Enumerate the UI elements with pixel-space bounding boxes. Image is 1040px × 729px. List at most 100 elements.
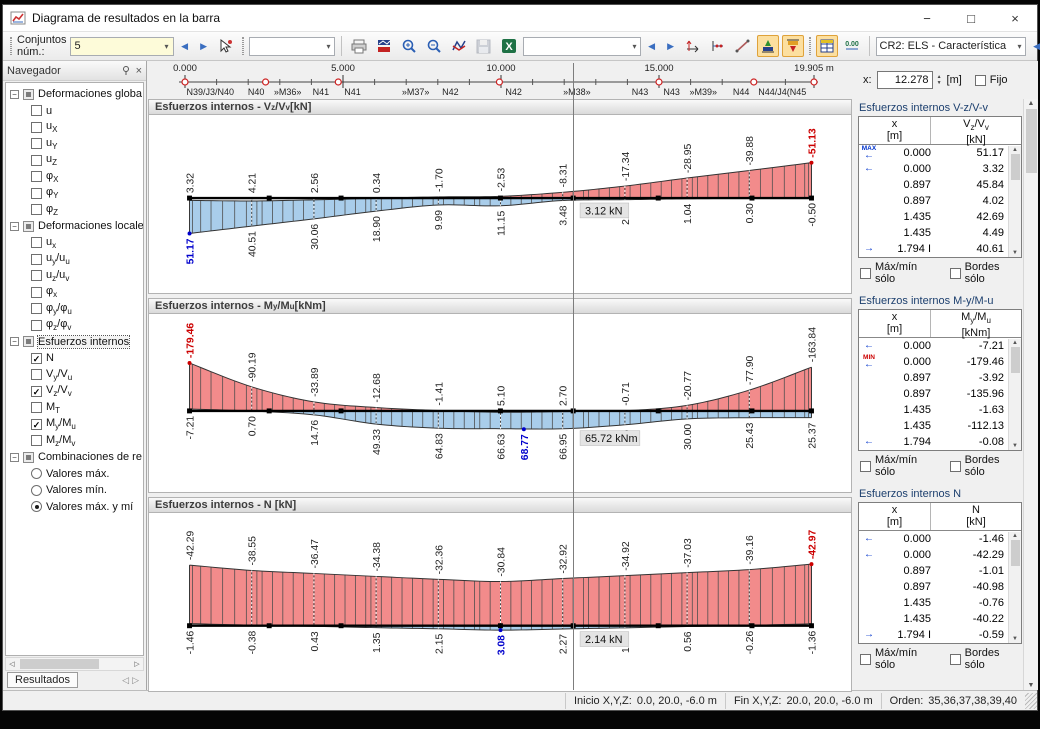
tab-prev-icon[interactable]: ◁ (122, 674, 133, 685)
tree-item-label[interactable]: N (46, 352, 54, 365)
checkbox-icon[interactable] (949, 653, 961, 665)
table-row[interactable]: ← 0.000 -7.21 (859, 338, 1021, 354)
table-row[interactable]: MIN ← 0.000 -179.46 (859, 354, 1021, 370)
tree-item-label[interactable]: uX (46, 120, 58, 135)
table-row[interactable]: ← 1.794 -0.08 (859, 434, 1021, 450)
bordes-only-checkbox[interactable]: Bordes sólo (949, 261, 1022, 285)
scroll-up-icon[interactable]: ▲ (1012, 340, 1018, 346)
tree-item-label[interactable]: My/Mu (46, 417, 76, 432)
table-row[interactable]: ← 0.000 -42.29 (859, 547, 1021, 563)
scroll-up-icon[interactable]: ▲ (1012, 147, 1018, 153)
table-row[interactable]: 1.435 -0.76 (859, 595, 1021, 611)
decimal-places-button[interactable]: 0.00 (841, 35, 863, 57)
jump-arrow-icon[interactable]: ← (864, 436, 874, 447)
minimize-button[interactable]: − (923, 10, 931, 26)
pick-member-button[interactable] (215, 35, 237, 57)
tree-item-label[interactable]: u (46, 104, 53, 117)
zoom-out-button[interactable] (423, 35, 445, 57)
toolbar-grip[interactable] (10, 37, 12, 55)
next-set-button[interactable]: ▶ (196, 35, 212, 57)
table-row[interactable]: 0.897 -135.96 (859, 386, 1021, 402)
group-checkbox-icon[interactable] (23, 336, 34, 348)
table-row[interactable]: 0.897 4.02 (859, 193, 1021, 209)
scroll-track[interactable] (1010, 346, 1020, 443)
scroll-thumb[interactable] (1010, 154, 1020, 180)
table-row[interactable]: MAX ← 0.000 51.17 (859, 145, 1021, 161)
conjuntos-input[interactable]: 5 ▾ (69, 36, 174, 56)
group-checkbox-icon[interactable] (23, 220, 34, 232)
tree-item-label[interactable]: uy/uu (46, 252, 70, 267)
tree-item[interactable]: u (6, 103, 143, 120)
tree-item-label[interactable]: φz/φv (46, 318, 72, 333)
checkbox-icon[interactable] (31, 286, 42, 298)
table-row[interactable]: 1.435 -40.22 (859, 611, 1021, 627)
table-row[interactable]: 1.435 -112.13 (859, 418, 1021, 434)
prev-case-button[interactable]: ◀ (1029, 35, 1040, 57)
checkbox-icon[interactable] (974, 74, 986, 86)
tree-item[interactable]: Valores máx. y mí (6, 499, 143, 516)
tree-item-label[interactable]: uZ (46, 153, 58, 168)
show-max-results-button[interactable] (756, 35, 779, 57)
tree-item-label[interactable]: Vy/Vu (46, 367, 73, 382)
tree-item[interactable]: uz/uv (6, 268, 143, 285)
table-scrollbar[interactable]: ▲ ▼ (1008, 532, 1021, 643)
dropdown-icon[interactable]: ▾ (1017, 41, 1022, 51)
load-case-combo[interactable]: CR2: ELS - Característica ▾ (875, 36, 1026, 56)
scroll-right-icon[interactable]: ▷ (134, 661, 140, 668)
chart-n[interactable]: -42.29 -1.46 -38.55 -0.38 -36.47 0.43 -34.38 1.… (148, 513, 852, 692)
maxmin-only-checkbox[interactable]: Máx/mín sólo (860, 647, 940, 671)
checkbox-icon[interactable] (31, 270, 42, 282)
tab-resultados[interactable]: Resultados (7, 672, 79, 688)
navigator-hscrollbar[interactable]: ◁ ▷ (5, 657, 144, 671)
prev-view-button[interactable]: ◀ (644, 35, 660, 57)
division-points-button[interactable] (707, 35, 729, 57)
checkbox-icon[interactable] (31, 204, 42, 216)
tree-item[interactable]: φz/φv (6, 317, 143, 334)
dropdown-icon[interactable]: ▾ (164, 41, 169, 51)
chart-my[interactable]: -179.46 -7.21 -90.19 0.70 -33.89 14.76 -12.68 4… (148, 314, 852, 493)
smooth-diagram-button[interactable] (732, 35, 754, 57)
checkbox-icon[interactable] (31, 319, 42, 331)
jump-arrow-icon[interactable]: ← (864, 150, 874, 161)
x-position-input[interactable]: 12.278 (876, 71, 933, 89)
tree-item-label[interactable]: φY (46, 186, 59, 201)
group-checkbox-icon[interactable] (23, 451, 34, 463)
table-row[interactable]: → 1.794 I -0.59 (859, 627, 1021, 643)
panel-vscrollbar[interactable]: ▲ ▼ (1023, 99, 1038, 690)
table-row[interactable]: 1.435 -1.63 (859, 402, 1021, 418)
jump-arrow-icon[interactable]: ← (864, 549, 874, 560)
scroll-thumb[interactable] (1025, 109, 1037, 173)
radio-icon[interactable] (31, 501, 42, 513)
tree-item[interactable]: φZ (6, 202, 143, 219)
scroll-thumb[interactable] (20, 659, 100, 669)
checkbox-icon[interactable] (949, 267, 961, 279)
jump-arrow-icon[interactable]: ← (864, 533, 874, 544)
tree-item[interactable]: Valores máx. (6, 466, 143, 483)
save-button[interactable] (473, 35, 495, 57)
tree-group-label[interactable]: Esfuerzos internos (36, 334, 131, 349)
checkbox-icon[interactable] (31, 402, 42, 414)
expander-icon[interactable]: − (10, 337, 19, 347)
dropdown-icon[interactable]: ▾ (632, 41, 637, 51)
tree-item[interactable]: MT (6, 400, 143, 417)
title-bar[interactable]: Diagrama de resultados en la barra − □ × (3, 5, 1037, 31)
expander-icon[interactable]: − (10, 452, 19, 462)
group-checkbox-icon[interactable] (23, 88, 34, 100)
maxmin-only-checkbox[interactable]: Máx/mín sólo (860, 261, 940, 285)
tree-group[interactable]: − Combinaciones de re (6, 449, 143, 466)
tree-group-label[interactable]: Combinaciones de re (38, 451, 142, 464)
tree-item[interactable]: uy/uu (6, 251, 143, 268)
scroll-down-icon[interactable]: ▼ (1027, 682, 1035, 689)
diagram-settings-button[interactable] (448, 35, 470, 57)
tree-group[interactable]: − Esfuerzos internos (6, 334, 143, 351)
tree-item[interactable]: φx (6, 284, 143, 301)
table-row[interactable]: ← 0.000 -1.46 (859, 531, 1021, 547)
tree-item-label[interactable]: φy/φu (46, 301, 72, 316)
table-row[interactable]: ← 0.000 3.32 (859, 161, 1021, 177)
checkbox-icon[interactable] (31, 435, 42, 447)
show-min-results-button[interactable] (781, 35, 804, 57)
checkbox-icon[interactable] (860, 653, 871, 665)
tree-item[interactable]: uX (6, 119, 143, 136)
bordes-only-checkbox[interactable]: Bordes sólo (949, 647, 1022, 671)
tree-item-label[interactable]: MT (46, 400, 61, 415)
